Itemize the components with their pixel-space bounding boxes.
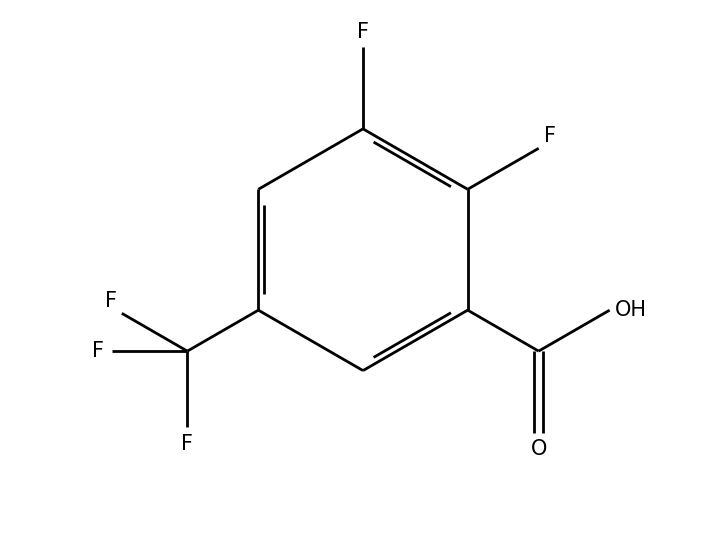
- Text: F: F: [544, 126, 556, 146]
- Text: O: O: [531, 439, 547, 459]
- Text: F: F: [92, 341, 105, 361]
- Text: F: F: [182, 434, 193, 454]
- Text: F: F: [357, 22, 369, 41]
- Text: OH: OH: [615, 300, 647, 320]
- Text: F: F: [105, 291, 117, 311]
